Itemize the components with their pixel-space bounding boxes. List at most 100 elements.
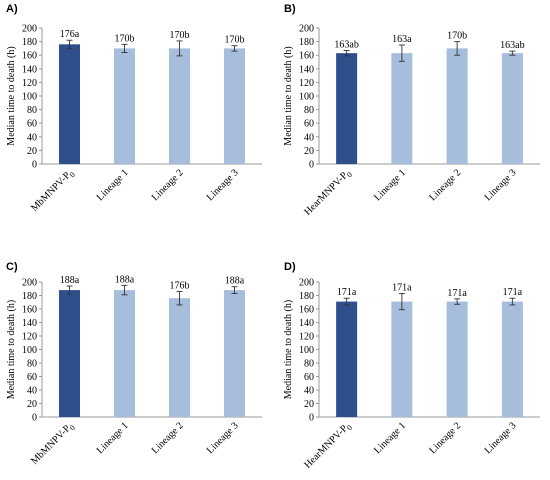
y-axis-label: Median time to death (h)	[6, 46, 17, 145]
data-label: 188a	[225, 276, 245, 287]
category-label: Lineage 2	[427, 167, 463, 203]
bar	[336, 301, 358, 417]
y-tick-label: 200	[22, 24, 37, 35]
y-axis-label: Median time to death (h)	[6, 300, 17, 399]
bar	[114, 48, 135, 164]
data-label: 171a	[447, 288, 467, 299]
category-label: HearMNPV-P0	[302, 420, 354, 472]
y-tick-label: 200	[299, 24, 314, 35]
y-tick-label: 100	[22, 92, 37, 103]
y-tick-label: 100	[299, 345, 314, 356]
y-tick-label: 140	[299, 64, 314, 75]
y-tick-label: 20	[304, 146, 314, 157]
data-label: 170b	[170, 30, 190, 41]
category-label: Lineage 2	[427, 420, 463, 456]
y-tick-label: 60	[27, 372, 37, 383]
category-label: Lineage 3	[483, 420, 519, 456]
y-tick-label: 0	[309, 413, 314, 424]
panel-letter: D)	[284, 261, 296, 273]
category-label: Lineage 2	[150, 420, 186, 456]
bar	[59, 290, 80, 417]
y-tick-label: 40	[304, 386, 314, 397]
y-tick-label: 0	[32, 160, 37, 171]
y-axis-label: Median time to death (h)	[283, 300, 294, 399]
y-tick-label: 60	[27, 119, 37, 130]
y-tick-label: 20	[304, 399, 314, 410]
bar	[391, 53, 413, 164]
y-tick-label: 80	[304, 105, 314, 116]
bar	[224, 48, 245, 164]
y-tick-label: 200	[299, 278, 314, 289]
bar	[224, 290, 245, 417]
y-tick-label: 80	[27, 105, 37, 116]
category-label: Lineage 3	[483, 167, 519, 203]
y-tick-label: 0	[309, 160, 314, 171]
y-tick-label: 100	[22, 345, 37, 356]
y-tick-label: 0	[32, 413, 37, 424]
bar	[169, 298, 190, 417]
category-label: HearMNPV-P0	[302, 167, 354, 219]
data-label: 171a	[503, 287, 523, 298]
category-label: Lineage 2	[150, 167, 186, 203]
y-tick-label: 120	[299, 332, 314, 343]
data-label: 163ab	[500, 40, 524, 51]
y-tick-label: 200	[22, 278, 37, 289]
y-tick-label: 80	[27, 359, 37, 370]
y-tick-label: 80	[304, 359, 314, 370]
bar	[59, 44, 80, 164]
data-label: 163a	[392, 34, 412, 45]
y-tick-label: 180	[299, 37, 314, 48]
y-tick-label: 40	[27, 386, 37, 397]
panel-letter: A)	[6, 3, 18, 15]
bar	[446, 301, 468, 417]
y-tick-label: 180	[299, 291, 314, 302]
bar	[446, 48, 468, 164]
y-tick-label: 120	[22, 78, 37, 89]
y-tick-label: 60	[304, 372, 314, 383]
y-tick-label: 120	[22, 332, 37, 343]
y-tick-label: 140	[22, 64, 37, 75]
data-label: 176a	[60, 29, 80, 40]
data-label: 170b	[447, 31, 467, 42]
y-tick-label: 160	[299, 51, 314, 62]
data-label: 188a	[60, 275, 80, 286]
category-label: Lineage 3	[205, 420, 241, 456]
y-tick-label: 120	[299, 78, 314, 89]
data-label: 170b	[225, 35, 245, 46]
y-tick-label: 160	[299, 305, 314, 316]
category-label: Lineage 1	[372, 167, 408, 203]
y-tick-label: 20	[27, 399, 37, 410]
y-tick-label: 40	[304, 132, 314, 143]
y-tick-label: 160	[22, 51, 37, 62]
data-label: 188a	[115, 274, 135, 285]
y-tick-label: 140	[22, 318, 37, 329]
data-label: 171a	[337, 287, 357, 298]
y-tick-label: 160	[22, 305, 37, 316]
panel-letter: B)	[284, 3, 296, 15]
y-tick-label: 180	[22, 37, 37, 48]
y-tick-label: 140	[299, 318, 314, 329]
category-label: Lineage 1	[372, 420, 408, 456]
y-tick-label: 60	[304, 119, 314, 130]
data-label: 176b	[170, 280, 190, 291]
bar	[336, 53, 358, 164]
bar	[391, 301, 413, 417]
bar	[501, 301, 523, 417]
category-label: Lineage 3	[205, 167, 241, 203]
category-label: MbMNPV-P0	[29, 420, 77, 468]
bar	[169, 48, 190, 164]
data-label: 163ab	[334, 39, 358, 50]
bar	[501, 53, 523, 164]
category-label: Lineage 1	[95, 167, 131, 203]
data-label: 170b	[115, 33, 135, 44]
data-label: 171a	[392, 282, 412, 293]
y-tick-label: 40	[27, 132, 37, 143]
panel-letter: C)	[6, 261, 18, 273]
y-tick-label: 20	[27, 146, 37, 157]
y-axis-label: Median time to death (h)	[283, 46, 294, 145]
category-label: MbMNPV-P0	[29, 167, 77, 215]
category-label: Lineage 1	[95, 420, 131, 456]
y-tick-label: 100	[299, 92, 314, 103]
bar	[114, 290, 135, 417]
